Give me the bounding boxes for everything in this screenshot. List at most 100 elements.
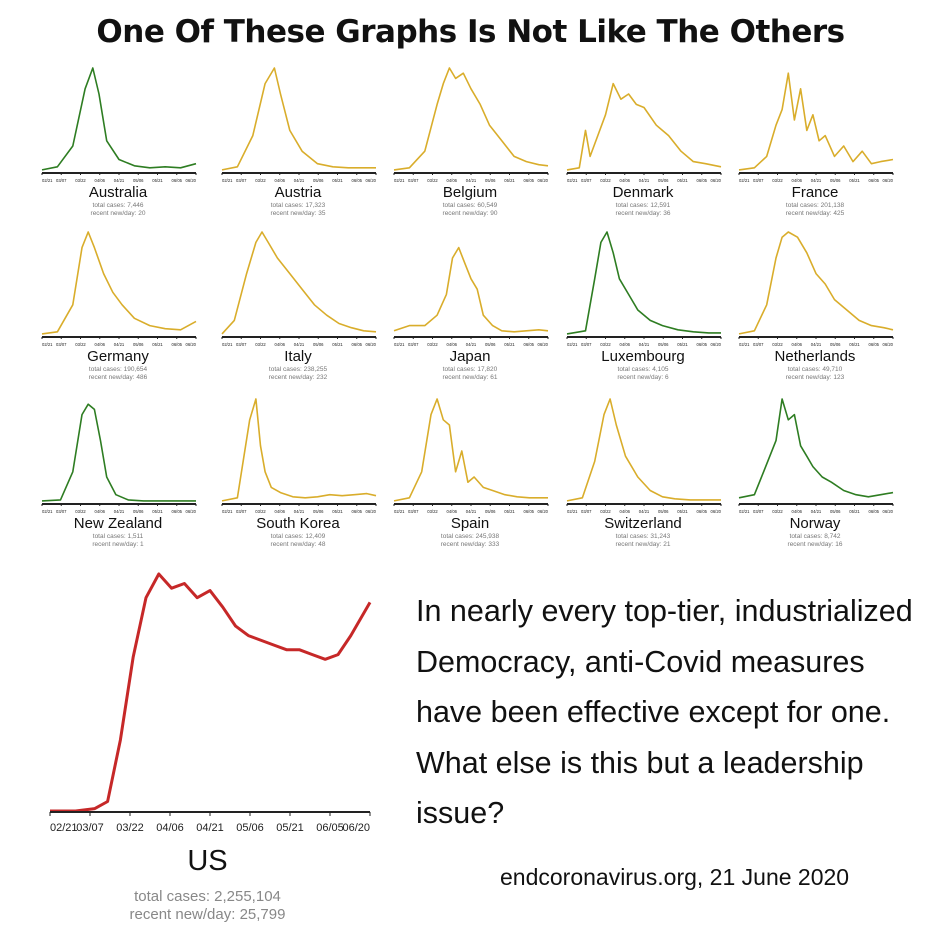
belgium-line-chart: 02/21 03/07 03/22 04/06 04/21 05/06 05/21 06/05… — [393, 67, 549, 183]
germany-x-tick-label: 04/21 — [114, 342, 125, 347]
denmark-x-tick-label: 02/21 — [567, 178, 578, 183]
netherlands-x-tick-label: 02/21 — [739, 342, 750, 347]
netherlands-x-tick-label: 04/21 — [811, 342, 822, 347]
austria-series-line — [221, 67, 376, 171]
us-recent-new-per-day: recent new/day: 25,799 — [129, 906, 286, 923]
germany-line-chart: 02/21 03/07 03/22 04/06 04/21 05/06 05/21 06/05… — [41, 231, 197, 347]
france-x-tick-label: 05/21 — [849, 178, 860, 183]
new-zealand-x-tick-label: 04/06 — [95, 509, 106, 514]
norway-x-tick-label: 02/21 — [739, 509, 750, 514]
germany-x-tick-label: 06/05 — [172, 342, 183, 347]
switzerland-x-tick-label: 05/21 — [677, 509, 688, 514]
belgium-x-tick-label: 06/05 — [524, 178, 535, 183]
belgium-total-cases: total cases: 60,549 — [442, 202, 498, 209]
france-x-tick-label: 03/07 — [753, 178, 764, 183]
germany-x-tick-label: 04/06 — [95, 342, 106, 347]
chart-panel-france: 02/21 03/07 03/22 04/06 04/21 05/06 05/21 06/05… — [735, 64, 895, 224]
australia-line-chart: 02/21 03/07 03/22 04/06 04/21 05/06 05/21 06/05… — [41, 67, 197, 183]
luxembourg-country-label: Luxembourg — [601, 348, 685, 365]
south-korea-x-tick-label: 06/05 — [352, 509, 363, 514]
new-zealand-total-cases: total cases: 1,511 — [92, 533, 144, 540]
austria-x-tick-label: 05/06 — [313, 178, 324, 183]
austria-x-tick-label: 03/07 — [236, 178, 247, 183]
luxembourg-x-tick-label: 06/20 — [711, 342, 722, 347]
norway-x-tick-label: 06/20 — [883, 509, 894, 514]
chart-panel-japan: 02/21 03/07 03/22 04/06 04/21 05/06 05/21 06/05… — [390, 228, 550, 388]
us-x-tick-label: 03/07 — [76, 822, 104, 834]
south-korea-x-tick-label: 05/06 — [313, 509, 324, 514]
south-korea-x-tick-label: 04/06 — [275, 509, 286, 514]
us-x-tick-label: 04/06 — [156, 822, 184, 834]
austria-line-chart: 02/21 03/07 03/22 04/06 04/21 05/06 05/21 06/05… — [221, 67, 377, 183]
luxembourg-x-tick-label: 02/21 — [567, 342, 578, 347]
new-zealand-x-tick-label: 02/21 — [42, 509, 53, 514]
switzerland-x-tick-label: 04/06 — [620, 509, 631, 514]
switzerland-line-chart: 02/21 03/07 03/22 04/06 04/21 05/06 05/21 06/05… — [566, 398, 722, 514]
chart-panel-switzerland: 02/21 03/07 03/22 04/06 04/21 05/06 05/21 06/05… — [563, 395, 723, 555]
switzerland-recent-new-per-day: recent new/day: 21 — [615, 541, 671, 548]
us-x-tick-label: 05/21 — [276, 822, 304, 834]
france-x-tick-label: 04/21 — [811, 178, 822, 183]
us-total-cases: total cases: 2,255,104 — [134, 888, 281, 905]
south-korea-series-line — [221, 398, 377, 502]
luxembourg-x-tick-label: 04/21 — [639, 342, 650, 347]
switzerland-total-cases: total cases: 31,243 — [615, 533, 671, 540]
australia-x-tick-label: 06/05 — [172, 178, 183, 183]
belgium-x-tick-label: 04/21 — [466, 178, 477, 183]
germany-x-tick-label: 05/06 — [133, 342, 144, 347]
new-zealand-country-label: New Zealand — [73, 515, 163, 532]
norway-country-label: Norway — [789, 515, 841, 532]
belgium-x-tick-label: 05/21 — [504, 178, 515, 183]
source-credit: endcoronavirus.org, 21 June 2020 — [500, 864, 850, 890]
france-x-tick-label: 02/21 — [739, 178, 750, 183]
germany-x-tick-label: 03/07 — [56, 342, 67, 347]
france-country-label: France — [791, 184, 839, 201]
italy-x-tick-label: 03/22 — [255, 342, 266, 347]
luxembourg-x-tick-label: 03/22 — [600, 342, 611, 347]
norway-recent-new-per-day: recent new/day: 16 — [787, 541, 843, 548]
japan-x-tick-label: 03/22 — [427, 342, 438, 347]
austria-x-tick-label: 06/20 — [366, 178, 377, 183]
norway-x-tick-label: 04/06 — [792, 509, 803, 514]
denmark-x-tick-label: 04/21 — [639, 178, 650, 183]
belgium-x-tick-label: 06/20 — [538, 178, 549, 183]
france-x-tick-label: 06/05 — [869, 178, 880, 183]
us-chart-panel: 02/21 03/07 03/22 04/06 04/21 05/06 05/21 06/05… — [30, 568, 400, 928]
norway-x-tick-label: 04/21 — [811, 509, 822, 514]
denmark-recent-new-per-day: recent new/day: 36 — [615, 210, 671, 217]
australia-x-tick-label: 05/06 — [133, 178, 144, 183]
us-country-label: US — [187, 845, 228, 877]
south-korea-country-label: South Korea — [256, 515, 340, 532]
denmark-x-tick-label: 04/06 — [620, 178, 631, 183]
chart-panel-new-zealand: 02/21 03/07 03/22 04/06 04/21 05/06 05/21 06/05… — [38, 395, 198, 555]
japan-series-line — [393, 246, 549, 333]
spain-recent-new-per-day: recent new/day: 333 — [440, 541, 500, 548]
france-x-tick-label: 06/20 — [883, 178, 894, 183]
australia-x-tick-label: 06/20 — [186, 178, 197, 183]
belgium-x-tick-label: 04/06 — [447, 178, 458, 183]
australia-x-tick-label: 05/21 — [152, 178, 163, 183]
us-x-tick-label: 05/06 — [236, 822, 264, 834]
netherlands-x-tick-label: 04/06 — [792, 342, 803, 347]
netherlands-x-tick-label: 03/22 — [772, 342, 783, 347]
france-recent-new-per-day: recent new/day: 425 — [785, 210, 845, 217]
switzerland-series-line — [566, 398, 721, 502]
chart-panel-norway: 02/21 03/07 03/22 04/06 04/21 05/06 05/21 06/05… — [735, 395, 895, 555]
spain-x-tick-label: 06/20 — [538, 509, 549, 514]
france-x-tick-label: 05/06 — [830, 178, 841, 183]
page-title: One Of These Graphs Is Not Like The Othe… — [96, 14, 845, 50]
commentary-text: In nearly every top-tier, industrialized… — [416, 594, 913, 830]
spain-x-tick-label: 05/21 — [504, 509, 515, 514]
belgium-country-label: Belgium — [442, 184, 498, 201]
japan-line-chart: 02/21 03/07 03/22 04/06 04/21 05/06 05/21 06/05… — [393, 246, 549, 347]
italy-x-tick-label: 03/07 — [236, 342, 247, 347]
spain-x-tick-label: 04/21 — [466, 509, 477, 514]
australia-x-tick-label: 04/21 — [114, 178, 125, 183]
netherlands-series-line — [738, 231, 894, 335]
denmark-x-tick-label: 06/20 — [711, 178, 722, 183]
netherlands-total-cases: total cases: 49,710 — [787, 366, 843, 373]
belgium-series-line — [393, 67, 549, 171]
luxembourg-x-tick-label: 04/06 — [620, 342, 631, 347]
denmark-series-line — [566, 82, 722, 171]
